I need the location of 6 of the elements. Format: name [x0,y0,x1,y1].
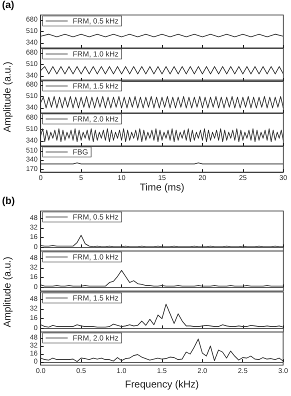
y-axis-title: Amplitude (a.u.) [2,256,14,327]
chart-title: (b) [2,196,15,207]
x-axis-title: Time (ms) [140,182,184,194]
x-axis-title: Frequency (kHz) [124,379,199,390]
y-axis-title: Amplitude (a.u.) [2,61,14,132]
chart-title: (a) [2,0,14,11]
